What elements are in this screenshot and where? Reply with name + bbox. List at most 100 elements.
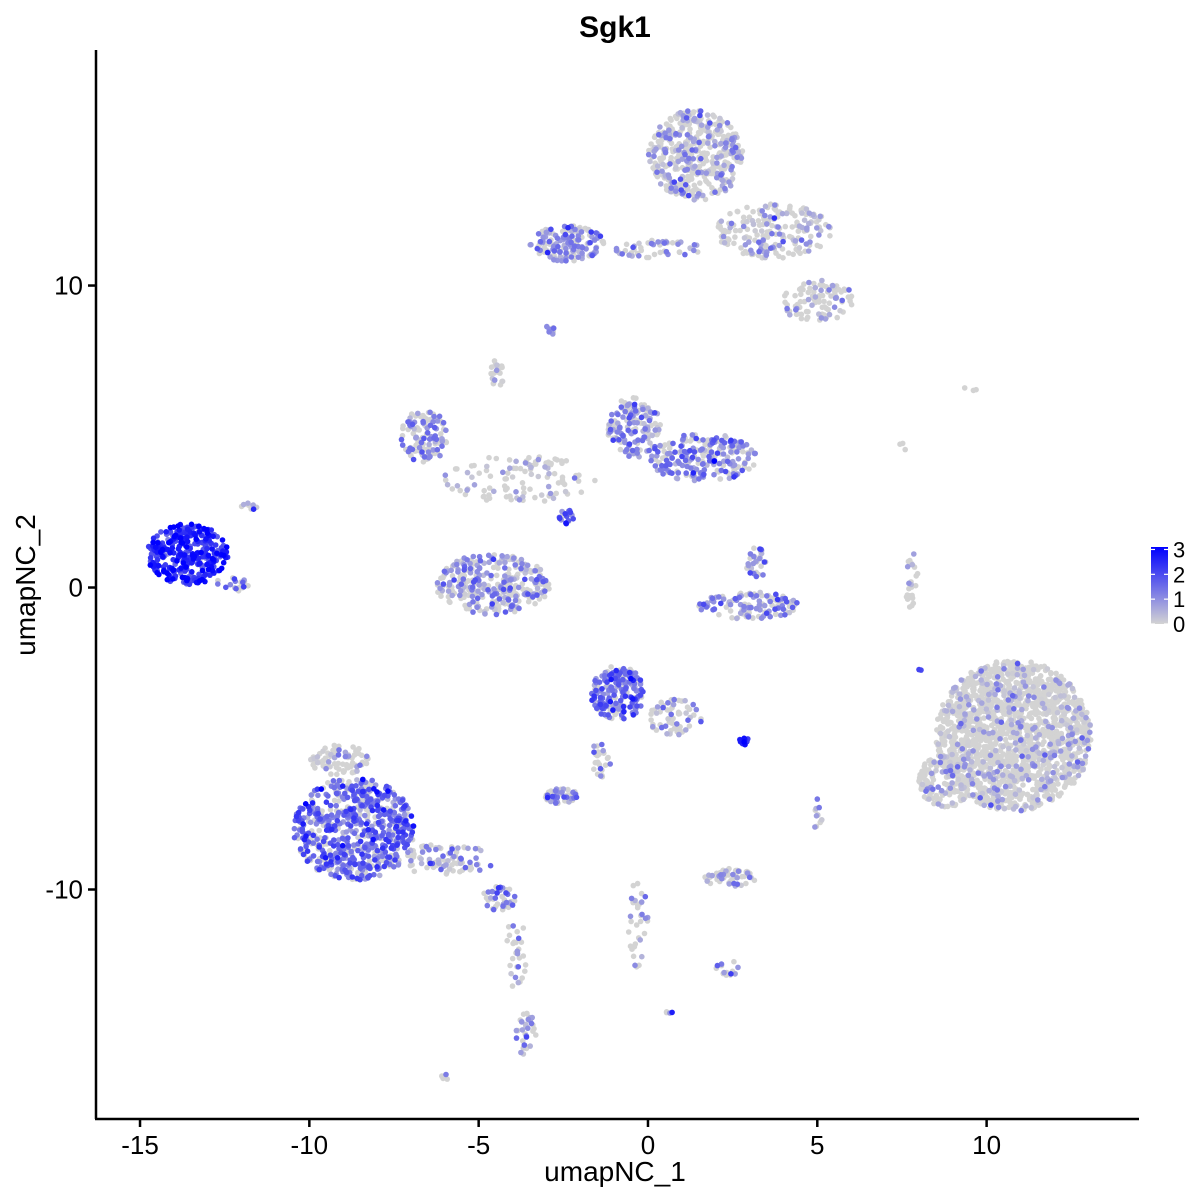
data-point (1025, 693, 1032, 699)
data-point (506, 932, 513, 939)
data-point (1014, 671, 1021, 678)
data-point (1006, 745, 1012, 752)
data-point (798, 291, 804, 298)
data-point (519, 975, 525, 981)
data-point (502, 565, 508, 571)
data-point (484, 463, 490, 470)
data-point (732, 227, 739, 234)
data-point (702, 196, 709, 203)
data-point (994, 674, 1001, 680)
data-point (663, 248, 670, 255)
data-point (776, 253, 782, 260)
data-point (945, 728, 951, 734)
data-point (638, 899, 645, 905)
data-point (705, 140, 711, 146)
data-point (1061, 711, 1068, 717)
data-point (516, 605, 522, 612)
data-point (903, 594, 910, 600)
data-point (665, 700, 671, 706)
data-point (623, 241, 630, 248)
data-point (784, 305, 790, 312)
data-point (695, 169, 701, 176)
data-point (493, 455, 500, 462)
data-point (469, 474, 475, 481)
data-point (963, 694, 970, 700)
data-point (509, 983, 516, 989)
data-point (986, 771, 992, 777)
data-point (1012, 740, 1019, 746)
data-point (1003, 789, 1010, 795)
data-point (683, 470, 689, 476)
data-point (491, 591, 498, 597)
data-point (977, 687, 984, 693)
data-point (961, 764, 968, 770)
data-point (983, 706, 990, 712)
data-point (959, 746, 966, 752)
data-point (974, 716, 980, 722)
data-point (593, 759, 600, 766)
data-point (331, 797, 338, 804)
data-point (636, 240, 642, 247)
data-point (648, 717, 654, 723)
data-point (568, 254, 575, 260)
data-point (793, 311, 800, 318)
data-point (998, 778, 1005, 785)
data-point (525, 598, 532, 605)
data-point (734, 615, 740, 622)
data-point (420, 418, 426, 425)
data-point (1069, 731, 1075, 738)
data-point (805, 248, 812, 254)
data-point (1051, 752, 1058, 759)
data-point (982, 753, 989, 760)
data-point (355, 750, 362, 757)
data-point (750, 208, 756, 215)
data-point (814, 242, 821, 249)
data-point (816, 804, 822, 811)
data-point (335, 752, 342, 758)
data-point (652, 427, 658, 433)
data-point (1083, 714, 1089, 721)
data-point (419, 849, 426, 855)
data-point (511, 898, 518, 904)
data-point (764, 593, 770, 599)
data-point (613, 245, 620, 252)
data-point (1053, 670, 1059, 677)
data-point (323, 765, 329, 772)
data-point (485, 889, 492, 895)
data-point (803, 241, 810, 247)
data-point (1058, 673, 1064, 680)
data-point (995, 687, 1001, 693)
data-point (812, 294, 819, 300)
data-point (805, 296, 812, 303)
data-point (473, 855, 479, 861)
data-point (530, 1028, 536, 1034)
data-point (994, 704, 1000, 711)
data-point (591, 743, 597, 749)
data-point (994, 768, 1000, 775)
data-point (646, 447, 652, 454)
chart-title: Sgk1 (579, 11, 651, 44)
data-point (686, 723, 693, 729)
data-point (507, 577, 514, 583)
data-point (431, 435, 437, 441)
data-point (399, 442, 406, 448)
data-point (818, 315, 825, 321)
data-point (970, 678, 976, 685)
data-point (721, 240, 728, 246)
data-point (439, 443, 445, 450)
data-point (746, 874, 753, 881)
data-point (460, 576, 467, 582)
data-point (366, 858, 373, 864)
data-point (752, 228, 758, 234)
data-point (449, 573, 456, 579)
data-point (350, 744, 356, 750)
data-point (965, 675, 972, 682)
data-point (984, 681, 990, 688)
data-point (798, 315, 805, 322)
data-point (520, 1038, 526, 1044)
data-point (527, 486, 533, 493)
data-point (467, 565, 474, 572)
data-point (245, 500, 251, 507)
data-point (744, 218, 750, 225)
data-point (753, 593, 760, 599)
